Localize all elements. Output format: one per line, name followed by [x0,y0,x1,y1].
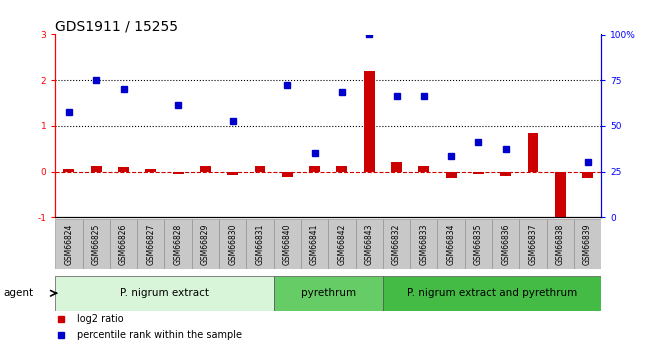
Bar [200,166,211,171]
Bar [173,171,183,174]
Text: GSM66832: GSM66832 [392,224,401,265]
Text: GSM66843: GSM66843 [365,223,374,265]
Bar [574,219,601,269]
Text: P. nigrum extract: P. nigrum extract [120,288,209,298]
Bar [83,219,110,269]
Bar [437,219,465,269]
Bar [356,219,383,269]
Text: GSM66836: GSM66836 [501,223,510,265]
Bar [255,166,265,171]
Bar [110,219,137,269]
Bar [391,162,402,171]
Bar [164,219,192,269]
Bar [383,219,410,269]
Bar [582,171,593,178]
Bar [55,219,83,269]
Bar [473,171,484,174]
Text: GSM66842: GSM66842 [337,224,346,265]
Bar [91,166,101,171]
Text: GSM66824: GSM66824 [64,224,73,265]
Bar [246,219,274,269]
Text: GSM66826: GSM66826 [119,224,128,265]
Bar [492,219,519,269]
Bar [410,219,437,269]
Text: GSM66835: GSM66835 [474,223,483,265]
Bar [118,167,129,171]
Text: GSM66834: GSM66834 [447,223,456,265]
Bar [519,219,547,269]
Bar [555,171,566,217]
Text: GSM66837: GSM66837 [528,223,538,265]
Text: GDS1911 / 15255: GDS1911 / 15255 [55,19,178,33]
Text: GSM66840: GSM66840 [283,223,292,265]
Text: GSM66841: GSM66841 [310,224,319,265]
Bar [500,171,511,176]
Text: percentile rank within the sample: percentile rank within the sample [77,330,242,340]
Text: agent: agent [3,288,33,298]
Bar [274,219,301,269]
Bar [192,219,219,269]
Text: GSM66827: GSM66827 [146,224,155,265]
Bar [465,219,492,269]
Text: GSM66828: GSM66828 [174,224,183,265]
Bar [446,171,456,178]
Text: GSM66831: GSM66831 [255,224,265,265]
Bar [383,276,601,310]
Bar [364,71,374,171]
Text: GSM66839: GSM66839 [583,223,592,265]
Bar [309,166,320,171]
Text: GSM66830: GSM66830 [228,223,237,265]
Text: P. nigrum extract and pyrethrum: P. nigrum extract and pyrethrum [407,288,577,298]
Text: pyrethrum: pyrethrum [301,288,356,298]
Bar [528,133,538,171]
Bar [227,171,238,175]
Bar [419,166,429,171]
Bar [301,219,328,269]
Bar [146,169,156,171]
Bar [219,219,246,269]
Bar [137,219,164,269]
Text: GSM66833: GSM66833 [419,223,428,265]
Text: log2 ratio: log2 ratio [77,314,124,324]
Bar [328,219,356,269]
Bar [547,219,574,269]
Bar [64,169,74,171]
Bar [55,276,274,310]
Text: GSM66825: GSM66825 [92,224,101,265]
Text: GSM66829: GSM66829 [201,224,210,265]
Bar [337,166,347,171]
Text: GSM66838: GSM66838 [556,224,565,265]
Bar [274,276,383,310]
Bar [282,171,293,177]
